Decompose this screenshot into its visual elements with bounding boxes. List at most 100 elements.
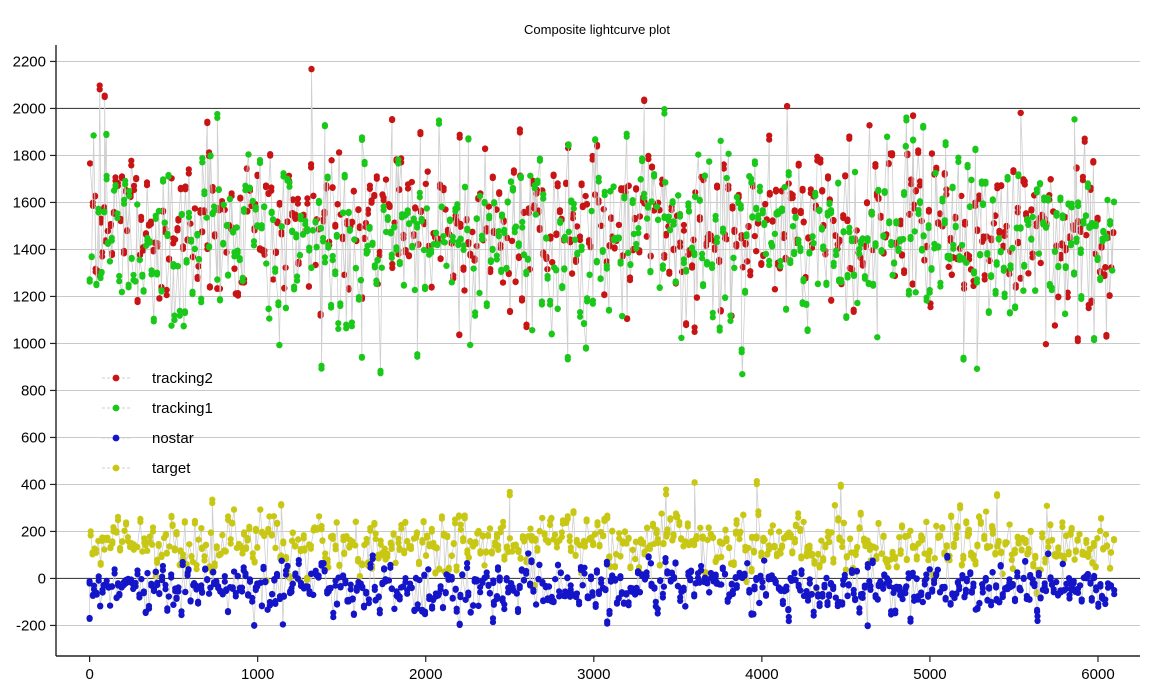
point <box>604 512 611 519</box>
point <box>820 557 827 564</box>
point <box>680 260 688 267</box>
point <box>148 580 155 587</box>
point <box>112 174 119 181</box>
point <box>856 609 863 616</box>
point <box>942 596 949 603</box>
point <box>716 259 723 266</box>
point <box>808 552 816 560</box>
point <box>396 187 403 194</box>
point <box>402 575 409 582</box>
point <box>236 255 243 262</box>
point <box>280 538 287 545</box>
point <box>282 264 289 271</box>
point <box>413 529 420 536</box>
point <box>162 532 169 539</box>
point <box>889 548 896 555</box>
point <box>939 524 946 531</box>
point <box>172 236 179 243</box>
point <box>512 278 519 285</box>
point <box>303 574 311 581</box>
point <box>142 230 150 237</box>
point <box>840 519 848 526</box>
point <box>291 283 298 290</box>
point <box>1015 238 1022 245</box>
point <box>981 276 988 283</box>
point <box>495 542 502 549</box>
point <box>238 584 246 591</box>
point <box>170 601 177 609</box>
point <box>137 518 144 526</box>
point <box>347 586 354 593</box>
point <box>1017 109 1024 116</box>
point <box>516 126 524 133</box>
point <box>233 224 240 231</box>
point <box>1111 587 1118 594</box>
point <box>719 225 727 232</box>
point <box>356 572 363 580</box>
point <box>1043 502 1050 509</box>
point <box>810 612 817 619</box>
point <box>588 208 595 215</box>
point <box>896 534 903 541</box>
point <box>657 577 664 585</box>
point <box>907 233 914 241</box>
point <box>201 553 208 560</box>
point <box>473 576 480 583</box>
point <box>691 591 698 598</box>
point <box>977 520 984 527</box>
point <box>252 525 259 533</box>
point <box>204 120 211 127</box>
point <box>636 213 644 220</box>
point <box>867 583 874 590</box>
point <box>633 240 640 248</box>
point <box>327 584 334 592</box>
point <box>367 527 374 534</box>
point <box>713 239 721 246</box>
point <box>633 186 640 193</box>
point <box>963 518 970 525</box>
point <box>815 550 822 557</box>
series-tracking1 <box>86 106 1118 378</box>
point <box>908 176 915 183</box>
point <box>1059 561 1066 568</box>
point <box>400 282 407 289</box>
point <box>839 538 846 545</box>
point <box>179 558 186 566</box>
x-tick-label: 4000 <box>745 666 778 683</box>
point <box>477 589 484 596</box>
point <box>816 564 823 571</box>
point <box>116 592 123 599</box>
point <box>1083 536 1090 544</box>
point <box>925 557 932 564</box>
point <box>662 555 669 562</box>
point <box>600 532 607 539</box>
point <box>1028 236 1035 243</box>
point <box>97 559 104 567</box>
point <box>977 252 984 259</box>
point <box>611 563 619 570</box>
point <box>548 514 555 522</box>
point <box>432 230 440 237</box>
point <box>191 245 198 252</box>
point <box>806 545 813 552</box>
point <box>519 224 526 231</box>
point <box>133 176 140 183</box>
point <box>254 544 261 551</box>
point <box>108 583 116 590</box>
point <box>115 580 122 587</box>
point <box>278 557 285 564</box>
point <box>1047 521 1054 528</box>
point <box>828 207 835 214</box>
point <box>591 531 599 538</box>
point <box>483 573 490 580</box>
point <box>1006 310 1014 317</box>
point <box>806 249 813 256</box>
point <box>497 529 504 536</box>
point <box>853 227 860 234</box>
point <box>654 605 661 613</box>
point <box>231 568 238 575</box>
point <box>251 558 258 565</box>
point <box>150 248 157 255</box>
point <box>606 610 613 618</box>
point <box>918 592 925 599</box>
